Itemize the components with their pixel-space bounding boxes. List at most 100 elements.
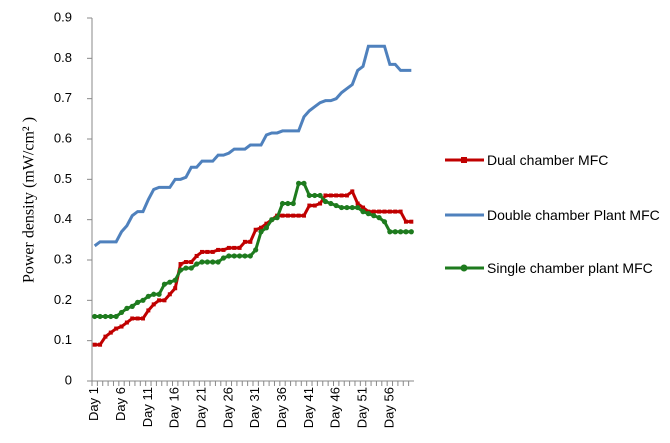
y-axis-title: Power density (mW/cm² ) — [21, 117, 38, 283]
marker — [371, 209, 376, 214]
marker — [210, 259, 216, 265]
marker — [365, 211, 371, 217]
marker — [264, 221, 269, 226]
x-tick-label: Day 36 — [274, 387, 289, 428]
marker — [220, 255, 227, 261]
x-tick-label: Day 56 — [381, 387, 396, 428]
marker — [312, 192, 318, 199]
marker — [263, 225, 270, 231]
marker — [360, 209, 366, 215]
marker — [140, 316, 145, 321]
marker — [183, 260, 188, 265]
marker — [397, 229, 404, 235]
marker — [113, 313, 119, 320]
marker — [146, 308, 151, 313]
marker — [97, 313, 103, 320]
marker — [151, 302, 156, 307]
marker — [290, 200, 296, 207]
marker — [328, 193, 333, 198]
marker — [355, 204, 361, 211]
marker — [387, 209, 392, 214]
marker — [371, 213, 377, 219]
legend-marker — [460, 264, 468, 272]
marker — [403, 229, 409, 235]
marker — [242, 253, 248, 259]
marker — [253, 227, 258, 232]
marker — [285, 213, 290, 218]
marker — [210, 249, 215, 254]
marker — [382, 209, 387, 214]
marker — [215, 259, 221, 265]
y-tick-label: 0 — [65, 372, 72, 387]
marker — [232, 245, 237, 250]
marker — [323, 193, 328, 198]
x-tick-label: Day 21 — [193, 387, 208, 428]
y-tick-label: 0.2 — [54, 292, 72, 307]
marker — [124, 305, 130, 311]
x-tick-label: Day 26 — [220, 387, 235, 428]
marker — [387, 229, 393, 235]
y-tick-label: 0.4 — [54, 211, 72, 226]
marker — [140, 297, 146, 303]
marker — [248, 239, 253, 244]
series-line — [94, 189, 412, 347]
marker — [355, 201, 360, 206]
marker — [129, 303, 135, 309]
marker — [118, 309, 125, 316]
marker — [177, 267, 184, 273]
marker — [339, 193, 344, 198]
marker — [167, 292, 172, 297]
series-line — [93, 44, 412, 248]
marker — [119, 324, 124, 329]
x-tick-label: Day 16 — [167, 387, 182, 428]
marker — [280, 213, 285, 218]
marker — [130, 316, 135, 321]
marker — [221, 247, 226, 252]
legend-label: Single chamber plant MFC — [487, 260, 653, 276]
marker — [381, 219, 388, 225]
marker — [194, 261, 200, 267]
marker — [392, 229, 398, 235]
marker — [409, 219, 414, 224]
marker — [167, 279, 173, 285]
marker — [92, 342, 97, 347]
marker — [253, 247, 259, 253]
marker — [377, 209, 382, 214]
marker — [178, 262, 183, 267]
marker — [124, 320, 129, 325]
marker — [157, 298, 162, 303]
marker — [92, 313, 98, 320]
marker — [393, 209, 398, 214]
marker — [307, 203, 312, 208]
marker — [333, 202, 339, 209]
marker — [236, 253, 243, 259]
marker — [349, 204, 355, 211]
marker — [269, 217, 275, 223]
marker — [188, 265, 194, 271]
marker — [344, 204, 350, 211]
marker — [242, 239, 247, 244]
marker — [398, 209, 403, 214]
marker — [301, 180, 307, 186]
marker — [247, 253, 253, 259]
marker — [259, 225, 264, 230]
marker — [322, 198, 329, 205]
marker — [161, 281, 168, 287]
x-tick-label: Day 31 — [247, 387, 262, 428]
marker — [312, 203, 317, 208]
marker — [403, 219, 408, 224]
legend-label: Dual chamber MFC — [487, 152, 609, 168]
marker — [376, 215, 382, 221]
marker — [237, 245, 242, 250]
marker — [135, 316, 140, 321]
marker — [317, 192, 323, 199]
marker — [274, 215, 280, 221]
marker — [183, 265, 189, 271]
marker — [231, 253, 237, 259]
x-tick-label: Day 6 — [113, 387, 128, 421]
y-tick-label: 0.7 — [54, 90, 72, 105]
marker — [328, 200, 334, 207]
marker — [200, 249, 205, 254]
marker — [296, 180, 302, 186]
